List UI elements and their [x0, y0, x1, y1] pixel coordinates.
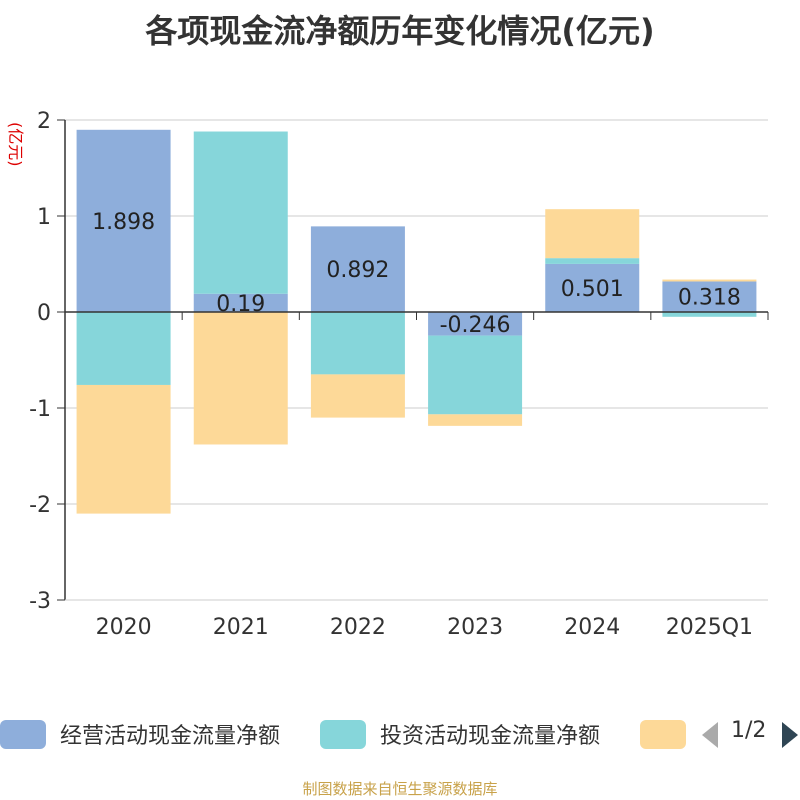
- legend-label-operating: 经营活动现金流量净额: [60, 724, 281, 749]
- x-tick-label: 2022: [330, 615, 386, 640]
- data-source-note: 制图数据来自恒生聚源数据库: [302, 780, 498, 798]
- legend-item-investing[interactable]: 投资活动现金流量净额: [320, 716, 630, 756]
- bar-s1-2023: [428, 335, 523, 415]
- legend-item-financing[interactable]: [640, 716, 686, 756]
- legend-swatch-financing: [640, 720, 686, 749]
- chart-plot: 2 1 0 -1 -2 -3 (亿元) 1.898 0.19 0.892 -0.246 0.501 0.…: [6, 109, 769, 640]
- x-tick-label: 2024: [564, 615, 620, 640]
- x-tick-label: 2025Q1: [666, 615, 753, 640]
- y-tick-label: 1: [37, 205, 51, 230]
- data-label: 0.892: [326, 258, 389, 283]
- bar-s1-2020: [76, 312, 171, 385]
- data-label: 0.19: [216, 292, 265, 317]
- legend-label-investing: 投资活动现金流量净额: [380, 724, 601, 749]
- bar-s2-2025Q1: [662, 279, 757, 282]
- data-label: -0.246: [440, 313, 511, 338]
- bar-s1-2025Q1: [662, 312, 757, 317]
- y-tick-label: 0: [37, 301, 51, 326]
- y-tick-label: -2: [29, 493, 51, 518]
- bar-s2-2020: [76, 384, 171, 514]
- y-axis-label: (亿元): [6, 122, 25, 167]
- data-label: 1.898: [92, 210, 155, 235]
- x-tick-label: 2020: [96, 615, 152, 640]
- bar-s1-2022: [310, 312, 405, 375]
- legend-page-indicator: 1/2: [731, 718, 767, 743]
- y-tick-label: -1: [29, 397, 51, 422]
- legend-swatch-operating: [0, 720, 46, 749]
- legend-prev-icon[interactable]: [700, 720, 720, 750]
- bar-s0-2024: [545, 263, 640, 312]
- bar-s2-2022: [310, 374, 405, 418]
- x-tick-label: 2021: [213, 615, 269, 640]
- y-tick-label: 2: [37, 109, 51, 134]
- bar-s0-2020: [76, 129, 171, 312]
- bar-s0-2025Q1: [662, 281, 757, 312]
- bar-s0-2022: [310, 226, 405, 312]
- bar-s1-2024: [545, 258, 640, 264]
- data-label: 0.318: [678, 286, 741, 311]
- bar-s0-2023: [428, 312, 523, 336]
- bar-s1-2021: [193, 131, 288, 294]
- bar-s2-2023: [428, 414, 523, 426]
- legend-swatch-investing: [320, 720, 366, 749]
- bar-s2-2021: [193, 312, 288, 445]
- legend: 经营活动现金流量净额 投资活动现金流量净额 1/2: [0, 716, 800, 756]
- data-label: 0.501: [561, 277, 624, 302]
- chart-title: 各项现金流净额历年变化情况(亿元): [145, 12, 655, 50]
- legend-next-icon[interactable]: [780, 720, 800, 750]
- x-tick-label: 2023: [447, 615, 503, 640]
- bar-s2-2024: [545, 209, 640, 259]
- bar-s0-2021: [193, 293, 288, 312]
- legend-item-operating[interactable]: 经营活动现金流量净额: [0, 716, 310, 756]
- y-tick-label: -3: [29, 589, 51, 614]
